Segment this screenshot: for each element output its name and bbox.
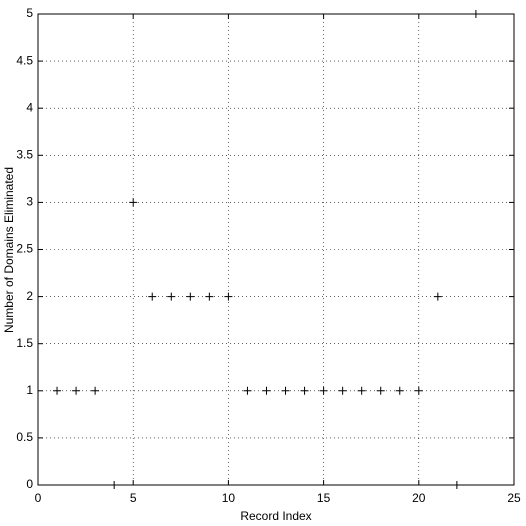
- point: [243, 386, 252, 395]
- point: [110, 481, 119, 489]
- point: [471, 10, 480, 18]
- y-tick-label: 1.5: [16, 336, 33, 350]
- y-tick-label: 2: [26, 289, 33, 303]
- point: [72, 386, 81, 395]
- x-tick-label: 20: [412, 491, 426, 505]
- y-tick-label: 0: [26, 477, 33, 491]
- y-tick-label: 4: [26, 100, 33, 114]
- y-tick-label: 3.5: [16, 147, 33, 161]
- y-tick-label: 5: [26, 6, 33, 20]
- point: [224, 292, 233, 301]
- point: [414, 386, 423, 395]
- point: [53, 386, 62, 395]
- point: [319, 386, 328, 395]
- point: [395, 386, 404, 395]
- y-tick-label: 4.5: [16, 53, 33, 67]
- point: [433, 292, 442, 301]
- point: [205, 292, 214, 301]
- x-tick-label: 15: [317, 491, 331, 505]
- x-tick-label: 0: [35, 491, 42, 505]
- y-tick-label: 1: [26, 383, 33, 397]
- point: [357, 386, 366, 395]
- point: [148, 292, 157, 301]
- y-tick-label: 2.5: [16, 242, 33, 256]
- point: [129, 198, 138, 207]
- y-tick-label: 3: [26, 195, 33, 209]
- point: [338, 386, 347, 395]
- x-tick-label: 10: [222, 491, 236, 505]
- point: [186, 292, 195, 301]
- point: [91, 386, 100, 395]
- point: [300, 386, 309, 395]
- point: [376, 386, 385, 395]
- y-tick-label: 0.5: [16, 430, 33, 444]
- point: [452, 481, 461, 489]
- point: [281, 386, 290, 395]
- point: [167, 292, 176, 301]
- x-tick-label: 5: [130, 491, 137, 505]
- y-axis-label: Number of Domains Eliminated: [2, 167, 16, 333]
- x-axis-label: Record Index: [240, 509, 311, 523]
- point: [262, 386, 271, 395]
- x-tick-label: 25: [507, 491, 521, 505]
